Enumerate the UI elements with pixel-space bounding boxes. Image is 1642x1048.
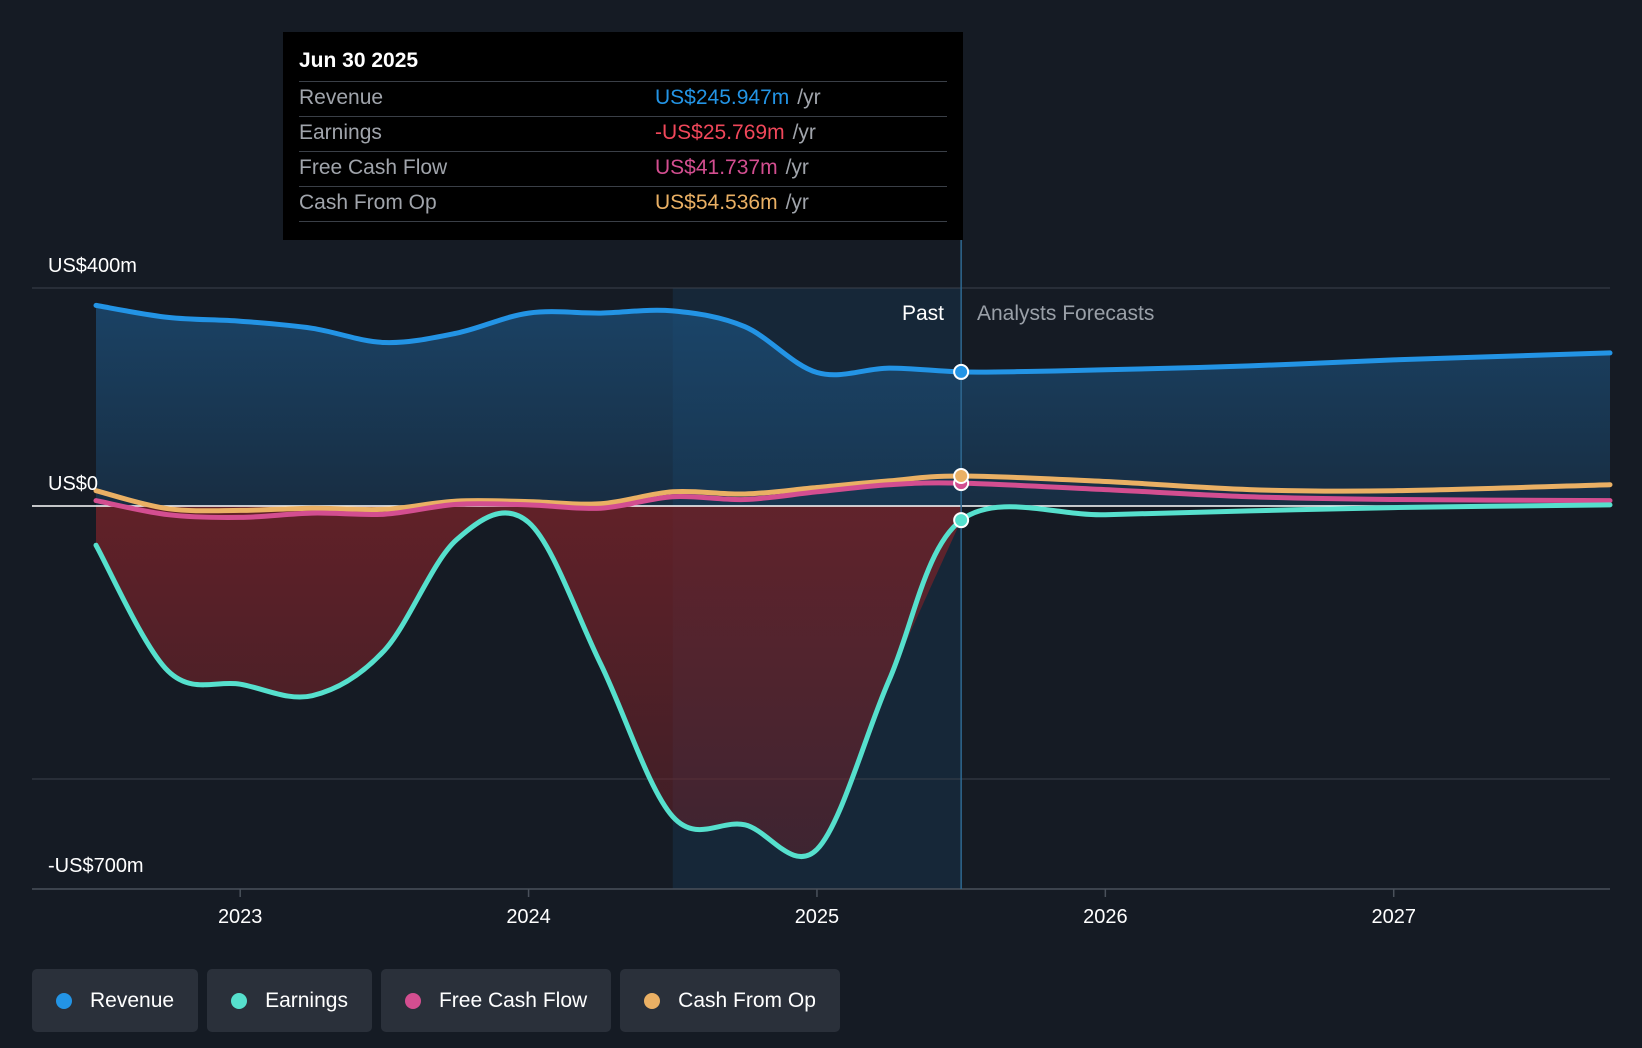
tooltip-label: Cash From Op bbox=[299, 191, 437, 214]
tooltip-row-cash-from-op: Cash From Op US$54.536m /yr bbox=[299, 186, 947, 222]
x-tick-label: 2025 bbox=[795, 906, 840, 928]
free-cash-flow-line bbox=[93, 480, 1613, 521]
tooltip-unit: /yr bbox=[792, 121, 816, 144]
revenue-line bbox=[93, 302, 1613, 378]
tooltip-unit: /yr bbox=[785, 191, 809, 214]
y-label-zero: US$0 bbox=[48, 473, 98, 495]
tooltip-row-revenue: Revenue US$245.947m /yr bbox=[299, 81, 947, 116]
cash-from-op-line bbox=[93, 473, 1613, 514]
legend-label: Cash From Op bbox=[678, 988, 816, 1012]
legend-item-revenue[interactable]: Revenue bbox=[32, 969, 199, 1032]
earnings-line bbox=[93, 502, 1613, 859]
y-label-bottom: -US$700m bbox=[48, 855, 144, 877]
legend-item-cash-from-op[interactable]: Cash From Op bbox=[620, 969, 840, 1032]
tooltip-value: US$245.947m bbox=[655, 86, 790, 109]
tooltip-value: -US$25.769m bbox=[655, 121, 785, 144]
tooltip-row-free-cash-flow: Free Cash Flow US$41.737m /yr bbox=[299, 151, 947, 186]
x-tick-layer: 2023 2024 2025 2026 2027 bbox=[218, 889, 1416, 928]
legend-label: Free Cash Flow bbox=[438, 988, 588, 1012]
x-tick-label: 2024 bbox=[506, 906, 551, 928]
tooltip-label: Revenue bbox=[299, 86, 384, 109]
legend-dot-icon bbox=[404, 992, 421, 1009]
tooltip-value: US$54.536m bbox=[655, 191, 778, 214]
legend-item-free-cash-flow[interactable]: Free Cash Flow bbox=[380, 969, 612, 1032]
legend-dot-icon bbox=[644, 992, 661, 1009]
tooltip-label: Free Cash Flow bbox=[299, 156, 448, 179]
forecast-label: Analysts Forecasts bbox=[977, 302, 1154, 325]
marker-layer bbox=[953, 363, 970, 529]
y-label-top: US$400m bbox=[48, 255, 137, 277]
legend-item-earnings[interactable]: Earnings bbox=[207, 969, 372, 1032]
legend-label: Revenue bbox=[90, 988, 175, 1012]
earnings-marker[interactable] bbox=[953, 512, 970, 529]
x-tick-label: 2027 bbox=[1371, 906, 1416, 928]
legend-label: Earnings bbox=[265, 988, 348, 1012]
tooltip: Jun 30 2025 Revenue US$245.947m /yr Earn… bbox=[283, 32, 963, 240]
past-label: Past bbox=[902, 302, 944, 325]
tooltip-row-earnings: Earnings -US$25.769m /yr bbox=[299, 116, 947, 151]
tooltip-unit: /yr bbox=[785, 156, 809, 179]
series-layer bbox=[93, 302, 1613, 859]
cash-from-op-marker[interactable] bbox=[953, 468, 970, 485]
legend: Revenue Earnings Free Cash Flow Cash Fro… bbox=[32, 969, 840, 1032]
x-tick-label: 2026 bbox=[1083, 906, 1128, 928]
tooltip-label: Earnings bbox=[299, 121, 382, 144]
revenue-marker[interactable] bbox=[953, 363, 970, 380]
tooltip-unit: /yr bbox=[797, 86, 821, 109]
revenue-area bbox=[96, 305, 1610, 506]
legend-dot-icon bbox=[56, 992, 72, 1009]
x-tick-label: 2023 bbox=[218, 906, 263, 928]
earnings-area bbox=[96, 506, 962, 857]
legend-dot-icon bbox=[231, 992, 248, 1009]
tooltip-value: US$41.737m bbox=[655, 156, 778, 179]
tooltip-date: Jun 30 2025 bbox=[299, 49, 419, 72]
